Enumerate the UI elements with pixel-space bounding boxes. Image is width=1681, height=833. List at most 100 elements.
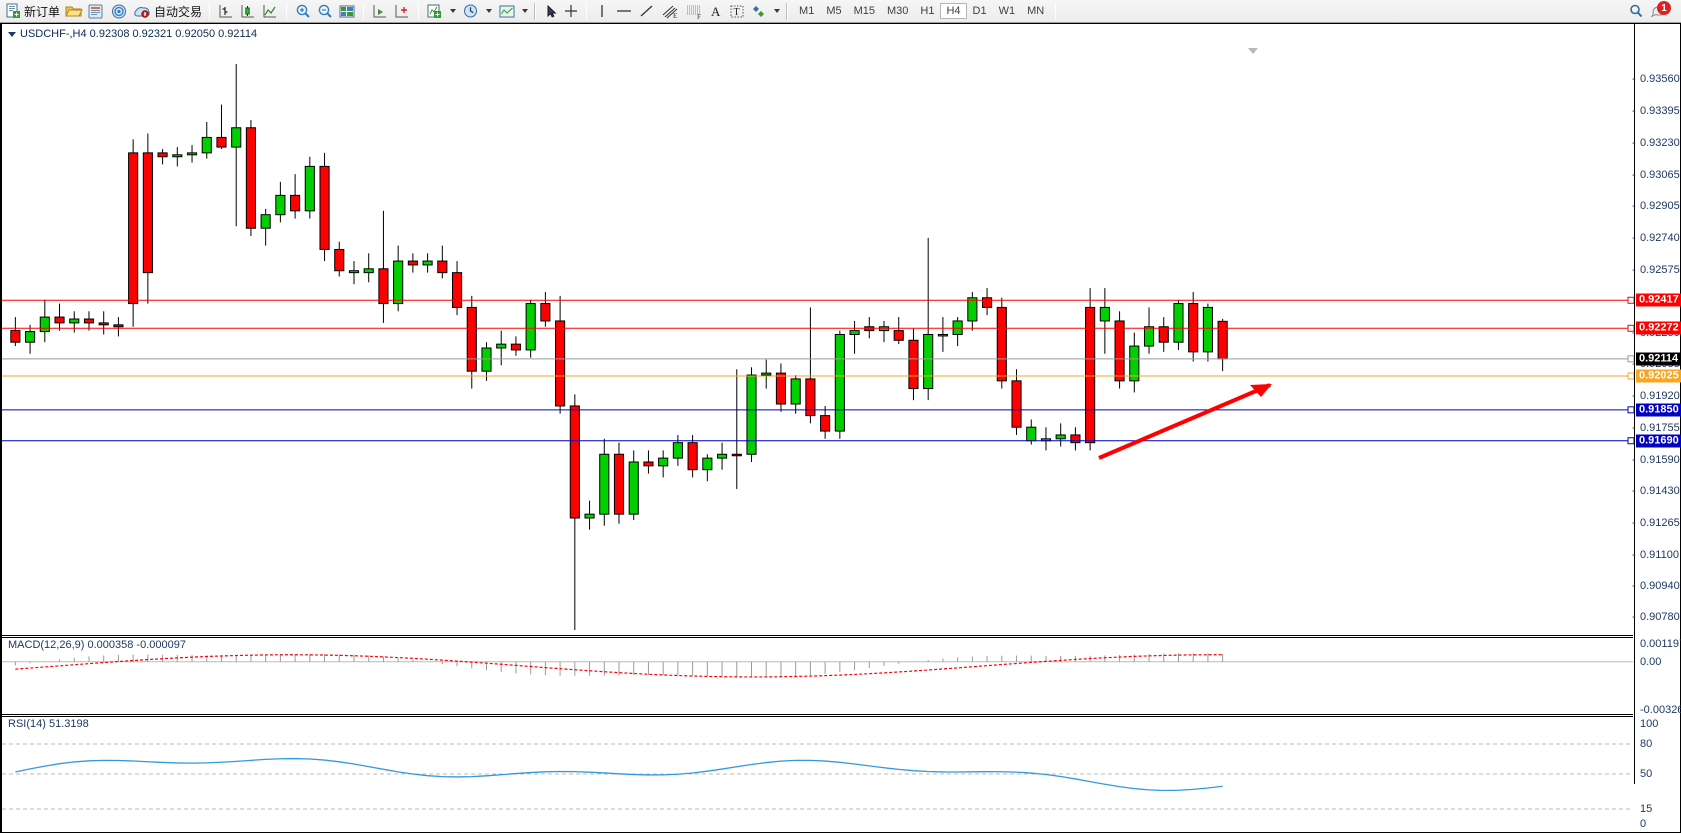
candle-body <box>761 372 772 376</box>
price-level-handle[interactable] <box>1627 406 1634 414</box>
period-button[interactable] <box>460 1 482 22</box>
crosshair-icon <box>563 3 579 20</box>
horizontal-line-button[interactable] <box>612 1 636 22</box>
candle-body <box>1143 326 1155 347</box>
templates-icon <box>498 3 516 20</box>
price-tick-label: 0.93560 <box>1640 73 1680 86</box>
data-window-button[interactable] <box>369 1 391 22</box>
text-button[interactable]: A <box>706 1 726 22</box>
timeframe-m1[interactable]: M1 <box>799 5 815 17</box>
candle-body <box>658 457 669 467</box>
chart-area[interactable]: USDCHF-,H4 0.92308 0.92321 0.92050 0.921… <box>0 23 1681 833</box>
new-chart-button[interactable] <box>391 1 413 22</box>
text-label-button[interactable]: T <box>726 1 748 22</box>
candle-body <box>451 272 463 308</box>
macd-scale-label: -0.003263 <box>1640 704 1681 716</box>
indicators-button[interactable] <box>424 1 446 22</box>
shapes-dropdown-icon[interactable] <box>774 9 781 13</box>
line-chart-button[interactable] <box>259 1 281 22</box>
candlestick-chart-button[interactable] <box>237 1 259 22</box>
price-level-handle[interactable] <box>1627 372 1634 380</box>
vertical-line-button[interactable] <box>592 1 612 22</box>
timeframe-h1[interactable]: H1 <box>920 5 935 17</box>
svg-text:T: T <box>734 7 740 18</box>
auto-trading-button[interactable]: 自动交易 <box>131 1 204 22</box>
timeframe-m5[interactable]: M5 <box>826 5 842 17</box>
price-tag-bid-price[interactable]: 0.92114 <box>1636 352 1681 366</box>
price-tick-mark: - <box>1632 73 1636 86</box>
period-dropdown-icon[interactable] <box>486 9 493 13</box>
price-tick-mark: - <box>1632 390 1636 403</box>
price-tag-resistance-2[interactable]: 0.92272 <box>1636 321 1681 335</box>
price-tick-label: 0.91265 <box>1640 516 1680 529</box>
price-tag-support-2[interactable]: 0.91690 <box>1636 434 1681 448</box>
price-level-handle[interactable] <box>1627 324 1634 332</box>
chart-menu-triangle-icon[interactable] <box>8 31 16 37</box>
fibonacci-button[interactable]: F <box>682 1 706 22</box>
timeframe-m15[interactable]: M15 <box>853 5 875 17</box>
candle-body <box>908 339 919 390</box>
price-level-handle[interactable] <box>1627 437 1634 445</box>
candle-body <box>525 303 536 351</box>
trendline-icon <box>638 3 656 20</box>
price-tag-support-1[interactable]: 0.91850 <box>1636 403 1681 417</box>
price-tick-mark: - <box>1632 137 1636 150</box>
candle-body <box>1202 306 1213 353</box>
candle-body <box>216 136 227 148</box>
zoom-out-button[interactable] <box>314 1 336 22</box>
price-tick-mark: - <box>1632 358 1636 371</box>
timeframe-h4[interactable]: H4 <box>940 3 967 19</box>
candle-body <box>716 453 728 459</box>
candle-body <box>142 152 153 274</box>
indicators-dropdown-icon[interactable] <box>450 9 457 13</box>
new-order-button[interactable]: 新订单 <box>3 1 62 22</box>
crosshair-button[interactable] <box>561 1 581 22</box>
signals-button[interactable] <box>108 1 131 22</box>
timeframe-m30[interactable]: M30 <box>887 5 909 17</box>
svg-text:F: F <box>697 13 701 20</box>
toolbar-divider <box>209 2 211 20</box>
chart-canvas[interactable] <box>2 24 1634 833</box>
news-button[interactable] <box>85 1 108 22</box>
timeframe-d1[interactable]: D1 <box>972 5 987 17</box>
candle-body <box>982 297 993 308</box>
candle-body <box>54 316 65 324</box>
candle-body <box>746 374 757 455</box>
bar-chart-button[interactable] <box>215 1 237 22</box>
shapes-button[interactable] <box>748 1 770 22</box>
tile-windows-button[interactable] <box>336 1 358 22</box>
toolbar-divider-3 <box>363 2 365 20</box>
candle-body <box>996 306 1007 382</box>
candle-body <box>275 194 286 216</box>
search-button[interactable] <box>1627 3 1647 20</box>
candle-body <box>496 343 507 349</box>
candle-body <box>186 152 198 156</box>
toolbar-divider-4 <box>418 2 420 20</box>
folder-button[interactable] <box>62 1 85 22</box>
main-toolbar: 新订单 <box>0 0 1681 23</box>
trendline-button[interactable] <box>636 1 658 22</box>
price-tag-resistance-1[interactable]: 0.92417 <box>1636 293 1681 307</box>
up-trend-arrow[interactable] <box>1098 383 1272 460</box>
candle-body <box>555 320 566 407</box>
templates-dropdown-icon[interactable] <box>522 9 529 13</box>
candle-body <box>628 461 639 515</box>
timeframe-w1[interactable]: W1 <box>998 5 1016 17</box>
price-tag-pivot[interactable]: 0.92025 <box>1636 369 1681 383</box>
line-chart-icon <box>261 3 279 20</box>
rsi-title: RSI(14) 51.3198 <box>8 718 89 730</box>
templates-button[interactable] <box>496 1 518 22</box>
notifications-button[interactable]: 1 <box>1649 1 1675 23</box>
new-chart-icon <box>393 3 411 20</box>
equidistant-channel-button[interactable]: E <box>658 1 682 22</box>
price-level-handle[interactable] <box>1627 355 1634 363</box>
toolbar-grip[interactable] <box>534 2 538 20</box>
timeframe-mn[interactable]: MN <box>1027 5 1045 17</box>
tile-windows-icon <box>338 3 356 20</box>
price-level-handle[interactable] <box>1627 296 1634 304</box>
candle-body <box>260 214 271 229</box>
chart-symbol-header[interactable]: USDCHF-,H4 0.92308 0.92321 0.92050 0.921… <box>8 28 257 40</box>
cursor-button[interactable] <box>541 1 561 22</box>
timeframe-grip[interactable] <box>786 2 790 20</box>
zoom-in-button[interactable] <box>292 1 314 22</box>
